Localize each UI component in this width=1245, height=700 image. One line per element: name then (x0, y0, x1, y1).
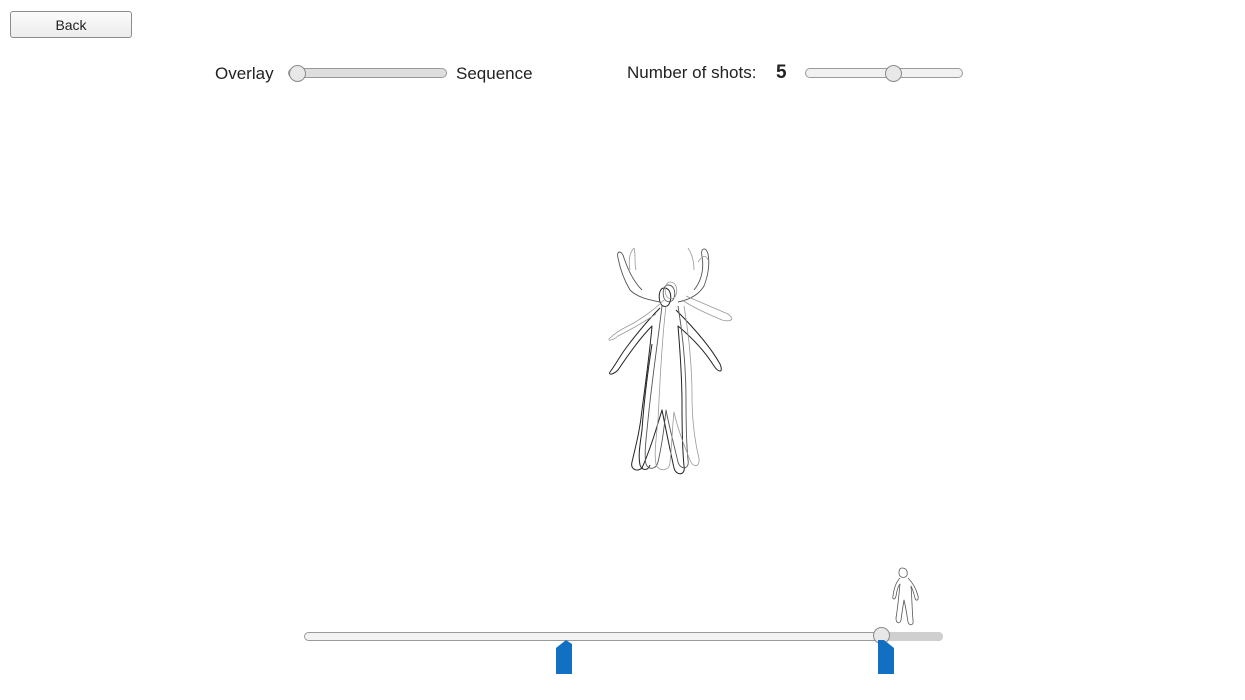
thumb-figure-icon (888, 566, 920, 628)
figure-overlay-icon (590, 240, 740, 485)
sequence-label: Sequence (456, 64, 533, 84)
timeline-end-marker[interactable] (878, 640, 894, 674)
display-mode-slider[interactable] (288, 68, 447, 78)
number-of-shots-label: Number of shots: (627, 63, 756, 83)
timeline-start-marker[interactable] (556, 640, 572, 674)
timeline-slider[interactable] (304, 632, 943, 641)
number-of-shots-slider-thumb[interactable] (885, 65, 902, 82)
number-of-shots-value: 5 (776, 62, 787, 84)
display-mode-slider-thumb[interactable] (289, 65, 306, 82)
overlay-label: Overlay (215, 64, 274, 84)
number-of-shots-slider[interactable] (805, 68, 963, 78)
back-button[interactable]: Back (10, 11, 132, 38)
